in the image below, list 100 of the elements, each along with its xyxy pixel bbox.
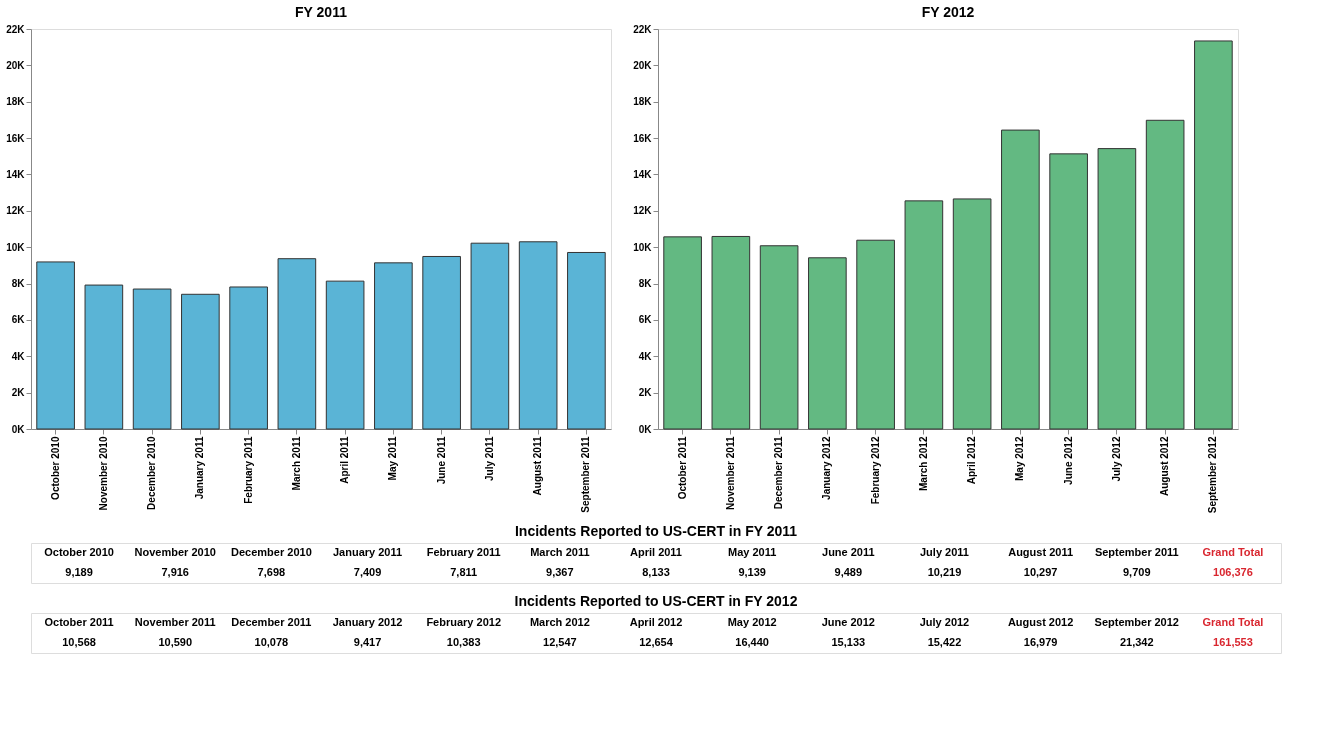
bar [518, 241, 558, 430]
y-tick-label: 22K [6, 23, 26, 35]
y-tick-label: 22K [633, 23, 653, 35]
x-tick-label: March 2011 [290, 436, 302, 491]
category-label: January 2011 [332, 546, 403, 558]
bar [470, 242, 510, 430]
x-tick-label: June 2011 [435, 436, 447, 485]
data-label: 15,133 [831, 636, 866, 648]
y-tick-label: 20K [6, 59, 26, 71]
bar [422, 255, 461, 430]
category-label: November 2011 [134, 616, 216, 628]
data-label: 12,547 [543, 636, 577, 648]
category-label: February 2012 [426, 616, 501, 628]
bar [1145, 119, 1185, 430]
y-tick-label: 6K [11, 314, 26, 326]
y-tick-label: 14K [6, 168, 26, 180]
data-label: 10,219 [927, 566, 962, 578]
category-label: June 2011 [822, 546, 875, 558]
bar [277, 258, 317, 430]
x-tick-label: November 2010 [97, 436, 109, 511]
category-label: July 2011 [919, 546, 969, 558]
y-tick-label: 2K [11, 387, 26, 399]
bar [229, 286, 268, 430]
data-label: 161,553 [1213, 636, 1253, 648]
y-tick-label: 0K [11, 423, 26, 435]
category-label: September 2011 [1094, 546, 1179, 558]
x-tick-label: December 2010 [146, 436, 158, 510]
y-tick-label: 8K [638, 278, 653, 290]
chart-title: FY 2012 [921, 4, 975, 20]
data-label: 106,376 [1213, 566, 1253, 578]
category-label: May 2011 [727, 546, 777, 558]
data-label: 10,590 [158, 636, 193, 648]
bar [181, 293, 220, 430]
y-tick-label: 14K [633, 168, 653, 180]
y-tick-label: 10K [6, 241, 26, 253]
data-label: 7,698 [257, 566, 286, 578]
category-label: December 2010 [231, 546, 312, 558]
data-label: 9,139 [738, 566, 766, 578]
category-label: October 2011 [44, 616, 114, 628]
data-label: 16,979 [1023, 636, 1058, 648]
chart-title: FY 2011 [295, 4, 348, 20]
category-label: September 2012 [1094, 616, 1179, 628]
x-tick-label: November 2011 [724, 436, 736, 510]
data-label: 9,189 [65, 566, 93, 578]
bar [808, 257, 847, 430]
x-tick-label: September 2011 [580, 436, 592, 513]
x-tick-label: May 2011 [387, 436, 399, 481]
bar [1049, 153, 1088, 430]
category-label: Grand Total [1202, 546, 1264, 558]
bar [1194, 40, 1233, 430]
category-label: June 2012 [821, 616, 875, 628]
x-tick-label: February 2012 [869, 436, 881, 505]
bar [711, 235, 751, 430]
x-tick-label: April 2012 [966, 436, 978, 485]
bar [1097, 148, 1137, 430]
y-tick-label: 16K [6, 132, 26, 144]
bar [132, 288, 172, 430]
data-label: 9,417 [353, 636, 382, 648]
category-label: October 2010 [44, 546, 114, 558]
bar [663, 236, 702, 430]
x-tick-label: July 2011 [483, 436, 495, 481]
text: Incidents Reported to US-CERT in FY 2012 [514, 593, 798, 609]
y-tick-label: 0K [638, 423, 653, 435]
y-tick-label: 12K [6, 205, 26, 217]
y-tick-label: 18K [633, 96, 653, 108]
category-label: April 2012 [629, 616, 683, 628]
data-label: 12,654 [639, 636, 674, 648]
x-tick-label: February 2011 [242, 436, 254, 504]
data-label: 16,440 [735, 636, 769, 648]
bar [567, 251, 606, 430]
bar [1001, 129, 1040, 430]
data-label: 9,489 [834, 566, 863, 578]
x-tick-label: January 2012 [821, 436, 833, 500]
x-tick-label: August 2012 [1159, 436, 1171, 496]
category-label: December 2011 [231, 616, 312, 628]
bar [904, 200, 944, 430]
y-tick-label: 4K [638, 350, 653, 362]
data-label: 21,342 [1119, 636, 1154, 648]
y-tick-label: 8K [11, 278, 26, 290]
category-label: July 2012 [919, 616, 970, 628]
bar [952, 198, 992, 430]
data-label: 15,422 [927, 636, 962, 648]
y-tick-label: 4K [11, 350, 26, 362]
y-tick-label: 10K [633, 241, 653, 253]
data-label: 10,568 [62, 636, 96, 648]
x-tick-label: October 2011 [676, 436, 688, 500]
data-label: 9,709 [1123, 566, 1151, 578]
category-label: February 2011 [426, 546, 501, 558]
category-label: May 2012 [727, 616, 777, 628]
x-tick-label: January 2011 [194, 436, 206, 500]
x-tick-label: June 2012 [1062, 436, 1074, 485]
y-tick-label: 12K [633, 205, 653, 217]
category-label: March 2011 [530, 546, 590, 558]
x-tick-label: July 2012 [1110, 436, 1122, 482]
category-label: March 2012 [529, 616, 590, 628]
category-label: Grand Total [1202, 616, 1264, 628]
data-label: 8,133 [642, 566, 670, 578]
y-tick-label: 2K [638, 387, 653, 399]
bar [36, 261, 75, 430]
x-tick-label: October 2010 [49, 436, 61, 500]
